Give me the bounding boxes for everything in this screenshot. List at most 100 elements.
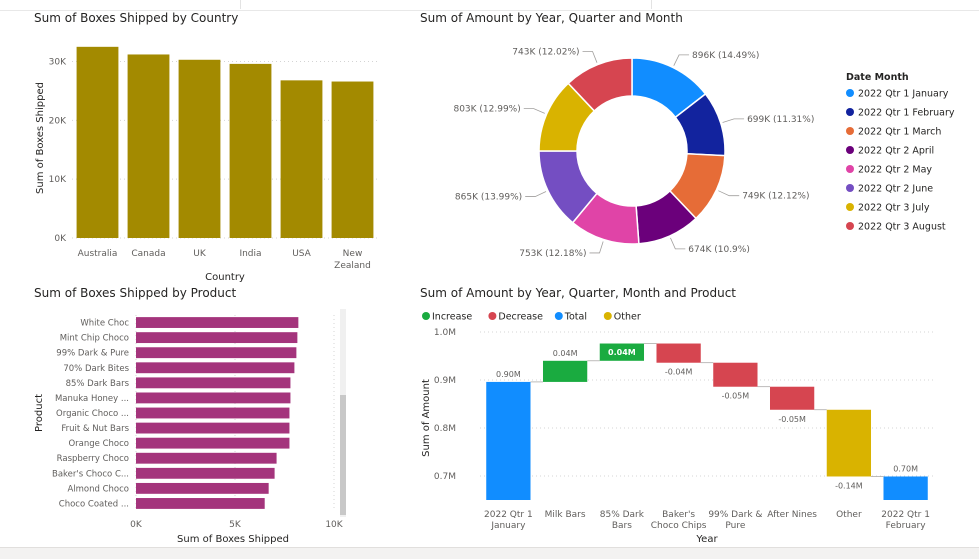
waterfall-chart-svg: Increase Decrease Total Other 0.7M 0.8M 0.9M 1.… — [421, 312, 934, 545]
legend-marker — [846, 203, 854, 211]
y-tick-label: 70% Dark Bites — [63, 364, 129, 374]
legend-item-label: 2022 Qtr 2 June — [858, 184, 933, 195]
waterfall-data-label: -0.04M — [665, 368, 693, 377]
donut-leader-line — [523, 108, 545, 114]
bar-new-zealand[interactable] — [331, 81, 374, 238]
waterfall-bar-increase[interactable] — [599, 343, 645, 361]
donut-leader-line — [718, 190, 740, 197]
x-tick-label: 99% Dark & — [708, 510, 762, 520]
x-axis-title: Sum of Boxes Shipped — [177, 534, 289, 545]
waterfall-data-label: -0.14M — [835, 481, 863, 490]
donut-data-label: 753K (12.18%) — [519, 249, 586, 259]
legend-marker — [488, 312, 497, 320]
product-bar[interactable] — [136, 482, 269, 494]
scrollbar-thumb[interactable] — [340, 395, 346, 515]
x-axis-title: Year — [695, 534, 718, 545]
y-tick-label: 20K — [49, 116, 67, 126]
x-tick-label: UK — [193, 249, 207, 259]
legend-marker — [846, 222, 854, 230]
product-bar[interactable] — [136, 362, 295, 374]
x-tick-label: Pure — [725, 521, 745, 531]
product-bar[interactable] — [136, 377, 291, 389]
y-tick-label: 1.0M — [434, 328, 456, 338]
y-tick-label: Raspberry Choco — [57, 454, 129, 464]
legend-item-label: Other — [614, 312, 641, 323]
bar-india[interactable] — [229, 63, 272, 238]
bar-usa[interactable] — [280, 80, 323, 239]
waterfall-bar-total[interactable] — [486, 381, 531, 500]
x-tick-label: Bars — [612, 521, 632, 531]
donut-data-label: 803K (12.99%) — [453, 105, 520, 115]
y-tick-label: 10K — [49, 175, 67, 185]
x-tick-label: 10K — [325, 520, 343, 530]
legend-item-label: Decrease — [498, 312, 543, 323]
product-bar[interactable] — [136, 422, 290, 434]
legend-item-label: 2022 Qtr 1 March — [858, 127, 941, 138]
donut-chart-visual[interactable]: Sum of Amount by Year, Quarter and Month… — [400, 0, 979, 285]
legend-item-label: 2022 Qtr 3 August — [858, 222, 946, 233]
product-chart-svg: 0K 5K 10K White Choc Mint Chip Choco 99% Dark… — [34, 309, 346, 545]
donut-chart-svg: 896K (14.49%) 699K (11.31%) 749K (12.12%) 6… — [453, 48, 955, 259]
x-tick-label: Milk Bars — [545, 510, 586, 520]
waterfall-bar-other[interactable] — [826, 409, 872, 477]
x-tick-label: Baker's — [662, 510, 695, 520]
y-tick-label: Manuka Honey ... — [55, 394, 129, 404]
waterfall-chart-visual[interactable]: Sum of Amount by Year, Quarter, Month an… — [400, 285, 979, 547]
legend-marker — [846, 108, 854, 116]
product-bar[interactable] — [136, 467, 275, 479]
x-tick-label: USA — [292, 249, 311, 259]
donut-data-label: 896K (14.49%) — [692, 51, 759, 61]
product-bar[interactable] — [136, 452, 277, 464]
waterfall-data-label: -0.05M — [722, 392, 750, 401]
top-bar — [0, 0, 979, 11]
country-chart-visual[interactable]: Sum of Boxes Shipped by Country 0K 10K 20K… — [0, 0, 400, 285]
x-tick-label: After Nines — [767, 510, 817, 520]
bar-australia[interactable] — [76, 46, 119, 238]
waterfall-bar-decrease[interactable] — [656, 343, 701, 363]
legend-title: Date Month — [846, 72, 909, 83]
waterfall-bar-total[interactable] — [883, 476, 928, 500]
y-tick-label: 30K — [49, 58, 67, 68]
product-bar[interactable] — [136, 392, 291, 404]
waterfall-chart-title: Sum of Amount by Year, Quarter, Month an… — [420, 286, 737, 300]
waterfall-bar-decrease[interactable] — [769, 386, 815, 410]
donut-slice-7[interactable] — [567, 57, 633, 113]
y-axis-title: Product — [34, 394, 45, 432]
y-axis-title: Sum of Amount — [421, 379, 432, 457]
y-tick-label: 0.9M — [434, 376, 456, 386]
x-tick-label: Australia — [78, 249, 118, 259]
x-tick-label: 5K — [229, 520, 242, 530]
waterfall-data-label: 0.90M — [496, 370, 521, 379]
x-tick-label: 2022 Qtr 1 — [881, 510, 930, 520]
legend-marker — [422, 312, 430, 320]
x-tick-label: February — [886, 521, 927, 531]
legend-item-label: 2022 Qtr 3 July — [858, 203, 930, 214]
y-tick-label: Organic Choco ... — [56, 409, 129, 419]
y-tick-label: Mint Chip Choco — [60, 334, 129, 344]
y-tick-label: 0.8M — [434, 424, 456, 434]
product-bar[interactable] — [136, 407, 290, 419]
legend-item-label: 2022 Qtr 1 February — [858, 108, 955, 119]
legend-item-label: 2022 Qtr 2 May — [858, 165, 932, 176]
donut-leader-line — [673, 54, 690, 66]
waterfall-data-label: 0.04M — [553, 349, 578, 358]
product-bar[interactable] — [136, 437, 290, 449]
bar-uk[interactable] — [178, 59, 221, 238]
bar-canada[interactable] — [127, 54, 170, 239]
waterfall-bar-decrease[interactable] — [713, 362, 758, 387]
donut-data-label: 743K (12.02%) — [512, 48, 579, 58]
x-tick-label: Zealand — [334, 261, 371, 271]
product-chart-visual[interactable]: Sum of Boxes Shipped by Product 0K 5K 10K W… — [0, 285, 400, 547]
x-tick-label: 85% Dark — [600, 510, 645, 520]
y-tick-label: 85% Dark Bars — [66, 379, 130, 389]
product-bar[interactable] — [136, 498, 265, 509]
product-bar[interactable] — [136, 317, 299, 328]
legend-marker — [603, 312, 612, 320]
y-tick-label: 99% Dark & Pure — [56, 349, 129, 359]
y-tick-label: Baker's Choco C... — [52, 469, 129, 479]
x-axis-title: Country — [205, 272, 245, 283]
product-bar[interactable] — [136, 347, 297, 359]
product-bar[interactable] — [136, 332, 298, 344]
x-tick-label: New — [343, 249, 363, 259]
waterfall-bar-increase[interactable] — [542, 360, 588, 382]
